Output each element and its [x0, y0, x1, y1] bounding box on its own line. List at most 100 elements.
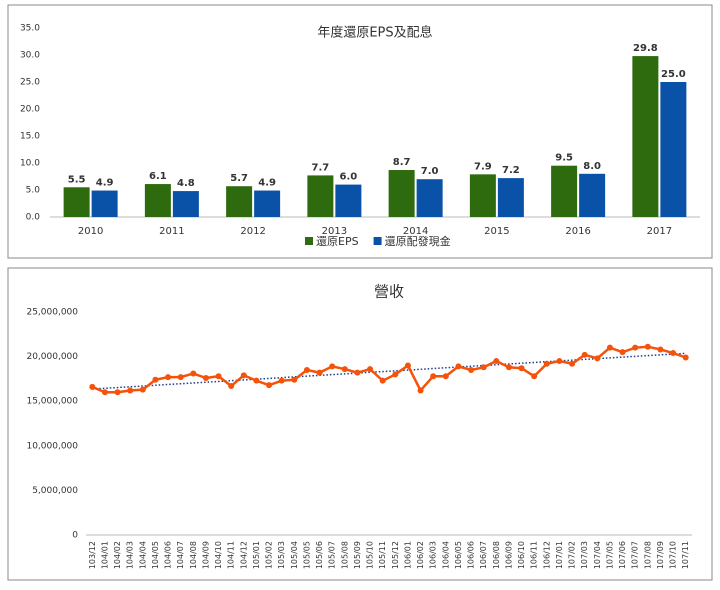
point [468, 366, 475, 373]
point [152, 376, 159, 383]
point [531, 373, 538, 380]
y-tick-label: 25.0 [20, 78, 40, 88]
point [594, 355, 601, 362]
x-tick-label: 105/12 [391, 541, 400, 569]
point [619, 349, 626, 356]
bar [660, 82, 687, 217]
bar [63, 187, 90, 217]
value-label: 7.7 [312, 162, 330, 173]
legend-swatch [373, 237, 382, 245]
point [682, 354, 689, 361]
point [165, 374, 172, 381]
value-label: 7.2 [502, 165, 520, 176]
x-tick-label: 106/03 [429, 541, 438, 569]
y-tick-label: 30.0 [20, 51, 40, 61]
chart-title: 營收 [374, 283, 404, 301]
x-tick-label: 106/07 [479, 541, 488, 569]
x-tick-label: 106/06 [467, 541, 476, 569]
x-tick-label: 106/02 [416, 541, 425, 569]
y-tick-label: 25,000,000 [26, 308, 78, 318]
x-tick-label: 104/04 [138, 541, 147, 569]
bar [497, 178, 524, 217]
value-label: 4.8 [177, 178, 195, 189]
bar [91, 190, 118, 217]
x-tick-label: 2014 [403, 226, 428, 237]
x-tick-label: 105/04 [290, 541, 299, 569]
point [291, 376, 298, 383]
y-tick-label: 5,000,000 [32, 486, 78, 496]
x-tick-label: 107/11 [681, 541, 690, 569]
x-tick-label: 105/02 [265, 541, 274, 569]
point [480, 364, 487, 371]
value-label: 9.5 [555, 153, 573, 164]
point [215, 373, 222, 380]
x-tick-label: 105/10 [366, 541, 375, 569]
value-label: 4.9 [258, 178, 276, 189]
y-tick-label: 5.0 [26, 186, 41, 196]
point [581, 351, 588, 358]
bar [551, 165, 578, 217]
x-tick-label: 105/08 [340, 541, 349, 569]
panel-frame [7, 267, 713, 581]
legend-label: 還原EPS [316, 235, 359, 248]
point [505, 364, 512, 371]
point [114, 389, 121, 396]
point [442, 373, 449, 380]
y-tick-label: 0 [72, 531, 78, 541]
x-tick-label: 107/08 [643, 541, 652, 569]
y-tick-label: 15.0 [20, 132, 40, 142]
x-tick-label: 107/10 [669, 541, 678, 569]
point [316, 369, 323, 376]
point [367, 366, 374, 373]
x-tick-label: 107/01 [555, 541, 564, 569]
legend-label: 還原配發現金 [385, 234, 451, 248]
bar [254, 190, 281, 217]
point [303, 366, 310, 373]
x-tick-label: 2011 [159, 226, 184, 237]
x-tick-label: 104/03 [126, 541, 135, 569]
point [657, 346, 664, 353]
value-label: 6.0 [340, 172, 358, 183]
x-tick-label: 104/12 [239, 541, 248, 569]
point [493, 358, 500, 365]
x-tick-label: 106/05 [454, 541, 463, 569]
point [139, 386, 146, 393]
x-tick-label: 107/09 [656, 541, 665, 569]
value-label: 25.0 [661, 69, 686, 80]
point [190, 370, 197, 377]
x-tick-label: 106/04 [441, 541, 450, 569]
bar [226, 186, 253, 217]
bar [144, 184, 171, 217]
value-label: 6.1 [149, 171, 167, 182]
chart-title: 年度還原EPS及配息 [317, 25, 432, 41]
point [569, 360, 576, 367]
point [417, 387, 424, 394]
point [202, 375, 209, 382]
bar [307, 175, 334, 217]
point [266, 382, 273, 389]
point [89, 383, 96, 390]
x-tick-label: 105/05 [302, 541, 311, 569]
x-tick-label: 2012 [240, 226, 265, 237]
point [392, 371, 399, 378]
bar [388, 170, 415, 217]
point [430, 373, 437, 380]
value-label: 5.5 [68, 174, 86, 185]
legend-swatch [305, 237, 313, 245]
x-tick-label: 104/01 [100, 541, 109, 569]
x-tick-label: 106/09 [504, 541, 513, 569]
x-tick-label: 104/06 [164, 541, 173, 569]
value-label: 8.7 [393, 157, 411, 168]
point [455, 363, 462, 370]
point [518, 365, 525, 372]
x-tick-label: 2013 [322, 226, 347, 237]
point [278, 377, 285, 384]
y-tick-label: 35.0 [20, 24, 40, 34]
y-tick-label: 15,000,000 [26, 397, 78, 407]
point [606, 344, 613, 351]
point [228, 383, 235, 390]
value-label: 8.0 [583, 161, 601, 172]
x-tick-label: 105/09 [353, 541, 362, 569]
y-tick-label: 20.0 [20, 105, 40, 115]
